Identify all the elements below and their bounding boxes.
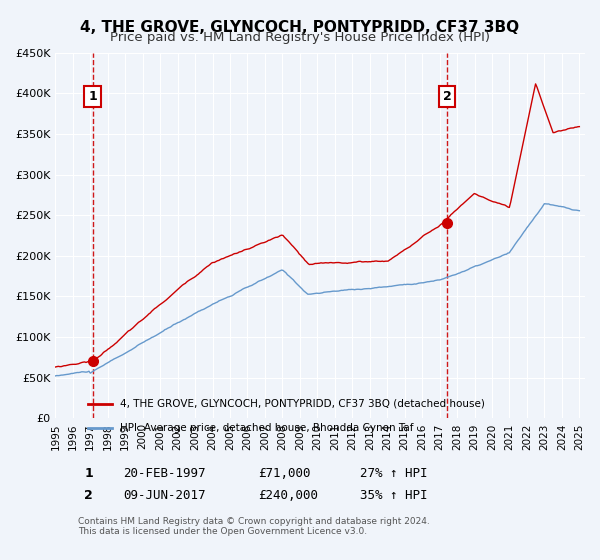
- Text: 2: 2: [84, 489, 93, 502]
- Text: 4, THE GROVE, GLYNCOCH, PONTYPRIDD, CF37 3BQ (detached house): 4, THE GROVE, GLYNCOCH, PONTYPRIDD, CF37…: [120, 399, 485, 409]
- Text: Price paid vs. HM Land Registry's House Price Index (HPI): Price paid vs. HM Land Registry's House …: [110, 31, 490, 44]
- Text: 09-JUN-2017: 09-JUN-2017: [123, 489, 205, 502]
- Text: 1: 1: [84, 466, 93, 480]
- Text: 20-FEB-1997: 20-FEB-1997: [123, 466, 205, 480]
- Text: £240,000: £240,000: [258, 489, 318, 502]
- Text: 35% ↑ HPI: 35% ↑ HPI: [360, 489, 427, 502]
- Text: 27% ↑ HPI: 27% ↑ HPI: [360, 466, 427, 480]
- Text: Contains HM Land Registry data © Crown copyright and database right 2024.: Contains HM Land Registry data © Crown c…: [78, 517, 430, 526]
- Text: £71,000: £71,000: [258, 466, 311, 480]
- Text: HPI: Average price, detached house, Rhondda Cynon Taf: HPI: Average price, detached house, Rhon…: [120, 423, 413, 433]
- Text: This data is licensed under the Open Government Licence v3.0.: This data is licensed under the Open Gov…: [78, 528, 367, 536]
- Text: 1: 1: [88, 90, 97, 103]
- Text: 2: 2: [443, 90, 452, 103]
- Text: 4, THE GROVE, GLYNCOCH, PONTYPRIDD, CF37 3BQ: 4, THE GROVE, GLYNCOCH, PONTYPRIDD, CF37…: [80, 20, 520, 35]
